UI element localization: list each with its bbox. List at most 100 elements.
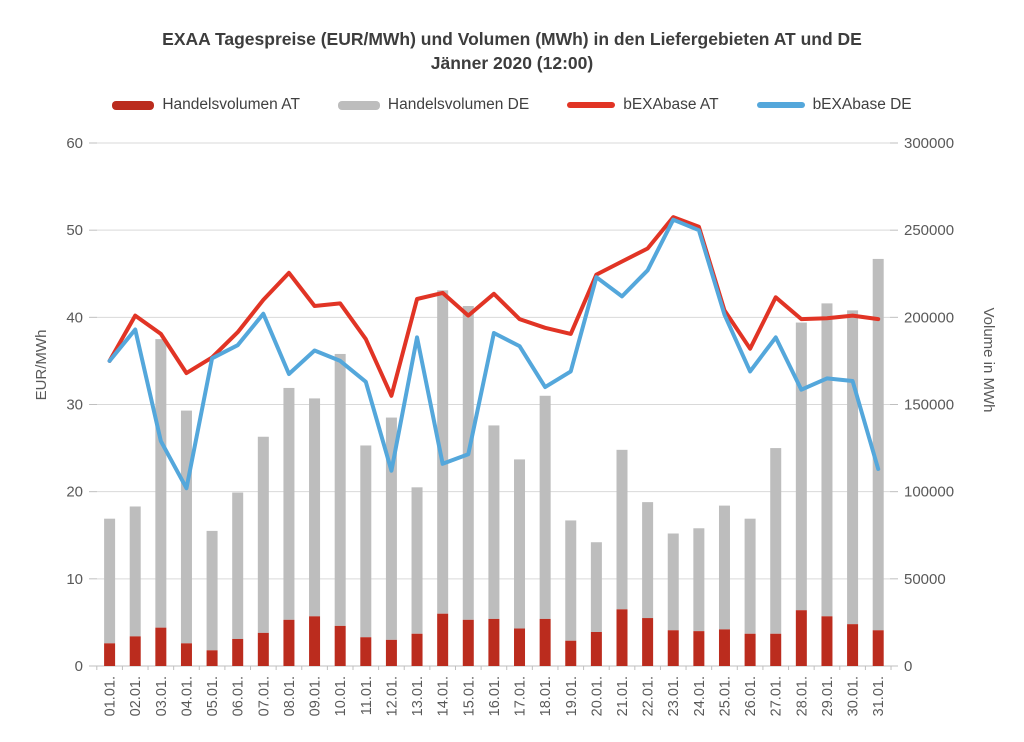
bar-handelsvolumen-at (155, 627, 167, 666)
bar-handelsvolumen-at (565, 640, 577, 666)
bar-handelsvolumen-de (718, 505, 730, 630)
x-axis-category-label: 19.01. (564, 676, 580, 716)
right-axis-tick-label: 300000 (904, 135, 954, 152)
left-axis-tick-label: 60 (66, 135, 83, 152)
line-bexabase-at (107, 215, 881, 398)
legend-swatch-line-de (756, 102, 805, 108)
x-axis-category-label: 11.01. (359, 676, 375, 715)
bar-handelsvolumen-de (667, 533, 679, 631)
bar-handelsvolumen-at (257, 632, 269, 666)
bar-handelsvolumen-de (437, 290, 449, 614)
left-axis-tick-label: 10 (66, 571, 83, 588)
bar-handelsvolumen-at (821, 616, 833, 666)
bar-handelsvolumen-de (693, 528, 705, 632)
x-axis-category-label: 13.01. (410, 676, 426, 716)
bar-handelsvolumen-at (411, 633, 423, 666)
bar-handelsvolumen-at (693, 631, 705, 666)
legend-label: bEXAbase DE (812, 96, 912, 113)
legend-label: Handelsvolumen DE (387, 96, 530, 113)
bar-handelsvolumen-de (872, 258, 884, 631)
bar-handelsvolumen-at (590, 632, 602, 666)
bar-handelsvolumen-at (795, 610, 807, 666)
chart-legend: Handelsvolumen AT Handelsvolumen DE bEXA… (0, 96, 1024, 114)
bar-handelsvolumen-at (872, 630, 884, 666)
bar-handelsvolumen-de (232, 492, 244, 639)
x-axis-category-label: 12.01. (384, 676, 400, 716)
legend-swatch-line-at (567, 102, 616, 108)
x-axis-category-label: 02.01. (128, 676, 144, 716)
x-axis-category-label: 15.01. (461, 676, 477, 716)
x-axis-category-label: 17.01. (513, 676, 529, 716)
legend-label: bEXAbase AT (623, 96, 719, 113)
legend-item-handelsvolumen-de: Handelsvolumen DE (337, 96, 530, 114)
right-axis-tick-label: 0 (904, 658, 912, 675)
bar-handelsvolumen-at (539, 618, 551, 666)
bar-handelsvolumen-de (795, 322, 807, 611)
bar-handelsvolumen-at (180, 643, 192, 666)
bar-handelsvolumen-at (104, 643, 116, 666)
bar-handelsvolumen-at (385, 639, 397, 666)
bar-handelsvolumen-de (283, 387, 295, 620)
x-axis-category-label: 16.01. (487, 676, 503, 716)
x-axis-category-label: 21.01. (615, 676, 631, 716)
x-axis-category-label: 14.01. (436, 676, 452, 716)
bar-handelsvolumen-de (616, 449, 628, 610)
bar-handelsvolumen-de (257, 436, 269, 633)
x-axis-category-label: 29.01. (820, 676, 836, 716)
bar-handelsvolumen-at (232, 638, 244, 666)
legend-swatch-bar-at (112, 100, 155, 110)
left-axis-tick-label: 50 (66, 222, 83, 239)
bar-handelsvolumen-at (360, 637, 372, 666)
x-axis-category-label: 31.01. (871, 676, 887, 716)
bar-handelsvolumen-de (309, 398, 321, 617)
x-axis-category-label: 09.01. (308, 676, 324, 716)
bar-handelsvolumen-de (514, 459, 526, 629)
legend-item-handelsvolumen-at: Handelsvolumen AT (112, 96, 300, 114)
bar-handelsvolumen-at (462, 619, 474, 666)
x-axis-category-label: 04.01. (179, 676, 195, 716)
bar-handelsvolumen-at (744, 633, 756, 666)
right-axis-tick-label: 100000 (904, 484, 954, 501)
right-axis-tick-label: 50000 (904, 571, 946, 588)
bar-handelsvolumen-de (744, 518, 756, 634)
bar-handelsvolumen-at (206, 650, 218, 666)
bar-handelsvolumen-at (667, 630, 679, 666)
bar-handelsvolumen-at (488, 618, 500, 666)
x-axis-category-label: 23.01. (666, 676, 682, 716)
x-axis-category-label: 18.01. (538, 676, 554, 716)
x-axis-category-label: 06.01. (231, 676, 247, 716)
bar-handelsvolumen-de (155, 339, 167, 628)
bar-handelsvolumen-at (770, 633, 782, 666)
bar-handelsvolumen-de (180, 410, 192, 644)
bar-handelsvolumen-at (847, 624, 859, 666)
x-axis-category-label: 28.01. (794, 676, 810, 716)
bar-handelsvolumen-de (770, 448, 782, 634)
legend-item-bexabase-de: bEXAbase DE (756, 96, 912, 114)
bar-handelsvolumen-de (847, 310, 859, 625)
bar-handelsvolumen-de (129, 506, 141, 637)
bar-handelsvolumen-at (334, 625, 346, 666)
right-axis-tick-label: 150000 (904, 397, 954, 414)
right-axis-title: Volume in MWh (980, 307, 997, 412)
bar-handelsvolumen-at (437, 613, 449, 666)
chart-title-line2: Jänner 2020 (12:00) (430, 53, 594, 73)
bar-handelsvolumen-de (462, 306, 474, 620)
bar-handelsvolumen-de (206, 530, 218, 651)
left-axis-tick-label: 20 (66, 484, 83, 501)
left-axis-tick-label: 0 (75, 658, 83, 675)
left-axis-tick-label: 40 (66, 309, 83, 326)
x-axis-category-label: 01.01. (103, 676, 119, 716)
x-axis-category-label: 26.01. (743, 676, 759, 716)
bar-handelsvolumen-at (718, 629, 730, 666)
bar-handelsvolumen-at (309, 616, 321, 666)
bar-handelsvolumen-at (283, 619, 295, 666)
x-axis-category-label: 07.01. (256, 676, 272, 716)
x-axis-category-label: 08.01. (282, 676, 298, 716)
line-bexabase-de (107, 217, 881, 491)
bar-handelsvolumen-de (642, 502, 654, 619)
x-axis-category-label: 27.01. (769, 676, 785, 716)
x-axis-category-label: 20.01. (589, 676, 605, 716)
chart-title: EXAA Tagespreise (EUR/MWh) und Volumen (… (0, 27, 1024, 75)
